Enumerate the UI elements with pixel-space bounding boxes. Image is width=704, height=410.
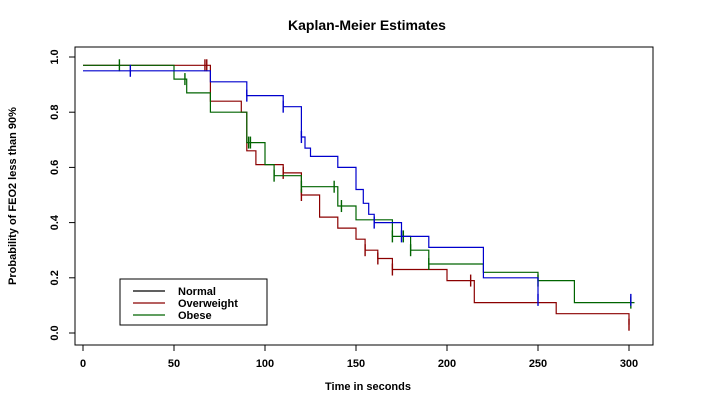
y-tick-label: 1.0	[49, 49, 61, 64]
x-tick-label: 100	[256, 358, 274, 370]
x-tick-label: 250	[529, 358, 547, 370]
x-axis-label: Time in seconds	[325, 381, 411, 393]
plot-frame	[74, 46, 654, 346]
km-curve	[83, 70, 539, 300]
legend-box	[119, 278, 268, 326]
legend-label: Overweight	[178, 298, 238, 310]
x-tick-label: 200	[438, 358, 456, 370]
y-tick-label: 0.0	[49, 325, 61, 340]
series-layer	[83, 59, 635, 331]
y-tick-label: 0.4	[49, 214, 61, 230]
x-axis: 0 50 100 150 200 250 300	[80, 345, 638, 370]
x-tick-label: 50	[168, 358, 180, 370]
y-tick-label: 0.6	[49, 160, 61, 175]
km-curve	[83, 64, 635, 304]
series-group-3	[83, 64, 632, 306]
y-tick-label: 0.2	[49, 270, 61, 285]
y-tick-label: 0.8	[49, 105, 61, 120]
x-tick-label: 300	[620, 358, 638, 370]
chart-title: Kaplan-Meier Estimates	[288, 17, 446, 33]
legend-label: Normal	[178, 286, 216, 298]
y-axis: 0.0 0.2 0.4 0.6 0.8 1.0	[49, 49, 75, 341]
series-obese	[83, 59, 635, 309]
x-tick-label: 150	[347, 358, 365, 370]
y-axis-label: Probability of FEO2 less than 90%	[7, 107, 19, 285]
x-tick-label: 0	[80, 358, 86, 370]
legend-label: Obese	[178, 310, 212, 322]
